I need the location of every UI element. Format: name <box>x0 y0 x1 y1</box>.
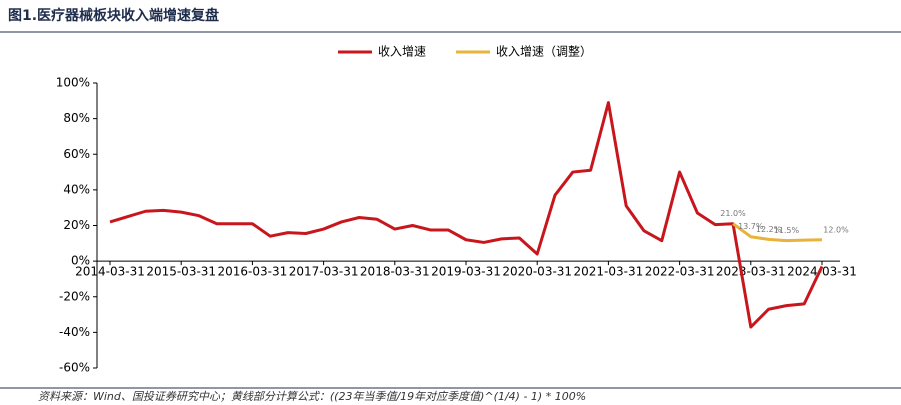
x-tick-label: 2022-03-31 <box>645 265 715 279</box>
x-tick-label: 2015-03-31 <box>146 265 216 279</box>
x-tick-label: 2019-03-31 <box>431 265 501 279</box>
x-tick-label: 2020-03-31 <box>502 265 572 279</box>
series-line <box>109 101 824 329</box>
x-tick-label: 2021-03-31 <box>574 265 644 279</box>
data-label: 12.2% <box>756 225 782 234</box>
y-tick-label: 60% <box>63 147 90 161</box>
chart-title: 图1.医疗器械板块收入端增速复盘 <box>8 7 219 24</box>
x-tick-label: 2023-03-31 <box>716 265 786 279</box>
y-tick-label: 100% <box>56 76 90 90</box>
data-label: 13.7% <box>738 222 764 231</box>
legend-label: 收入增速 <box>378 45 426 59</box>
x-tick-label: 2016-03-31 <box>218 265 288 279</box>
x-tick-label: 2017-03-31 <box>289 265 359 279</box>
y-tick-label: 0% <box>71 254 90 268</box>
legend-label: 收入增速（调整） <box>496 44 592 59</box>
series-line <box>732 222 823 243</box>
y-tick-label: 20% <box>63 218 90 232</box>
y-tick-label: -20% <box>59 289 90 303</box>
x-tick-label: 2024-03-31 <box>787 265 857 279</box>
y-tick-label: -60% <box>59 361 90 375</box>
x-tick-label: 2014-03-31 <box>75 265 145 279</box>
y-tick-label: 40% <box>63 182 90 196</box>
y-tick-label: -40% <box>59 325 90 339</box>
x-tick-label: 2018-03-31 <box>360 265 430 279</box>
data-label: 21.0% <box>720 209 746 218</box>
data-label: 11.5% <box>774 226 800 235</box>
y-tick-label: 80% <box>63 111 90 125</box>
data-label: 12.0% <box>823 225 849 234</box>
source-note: 资料来源：Wind、国投证券研究中心；黄线部分计算公式：((23年当季值/19年… <box>38 390 586 403</box>
